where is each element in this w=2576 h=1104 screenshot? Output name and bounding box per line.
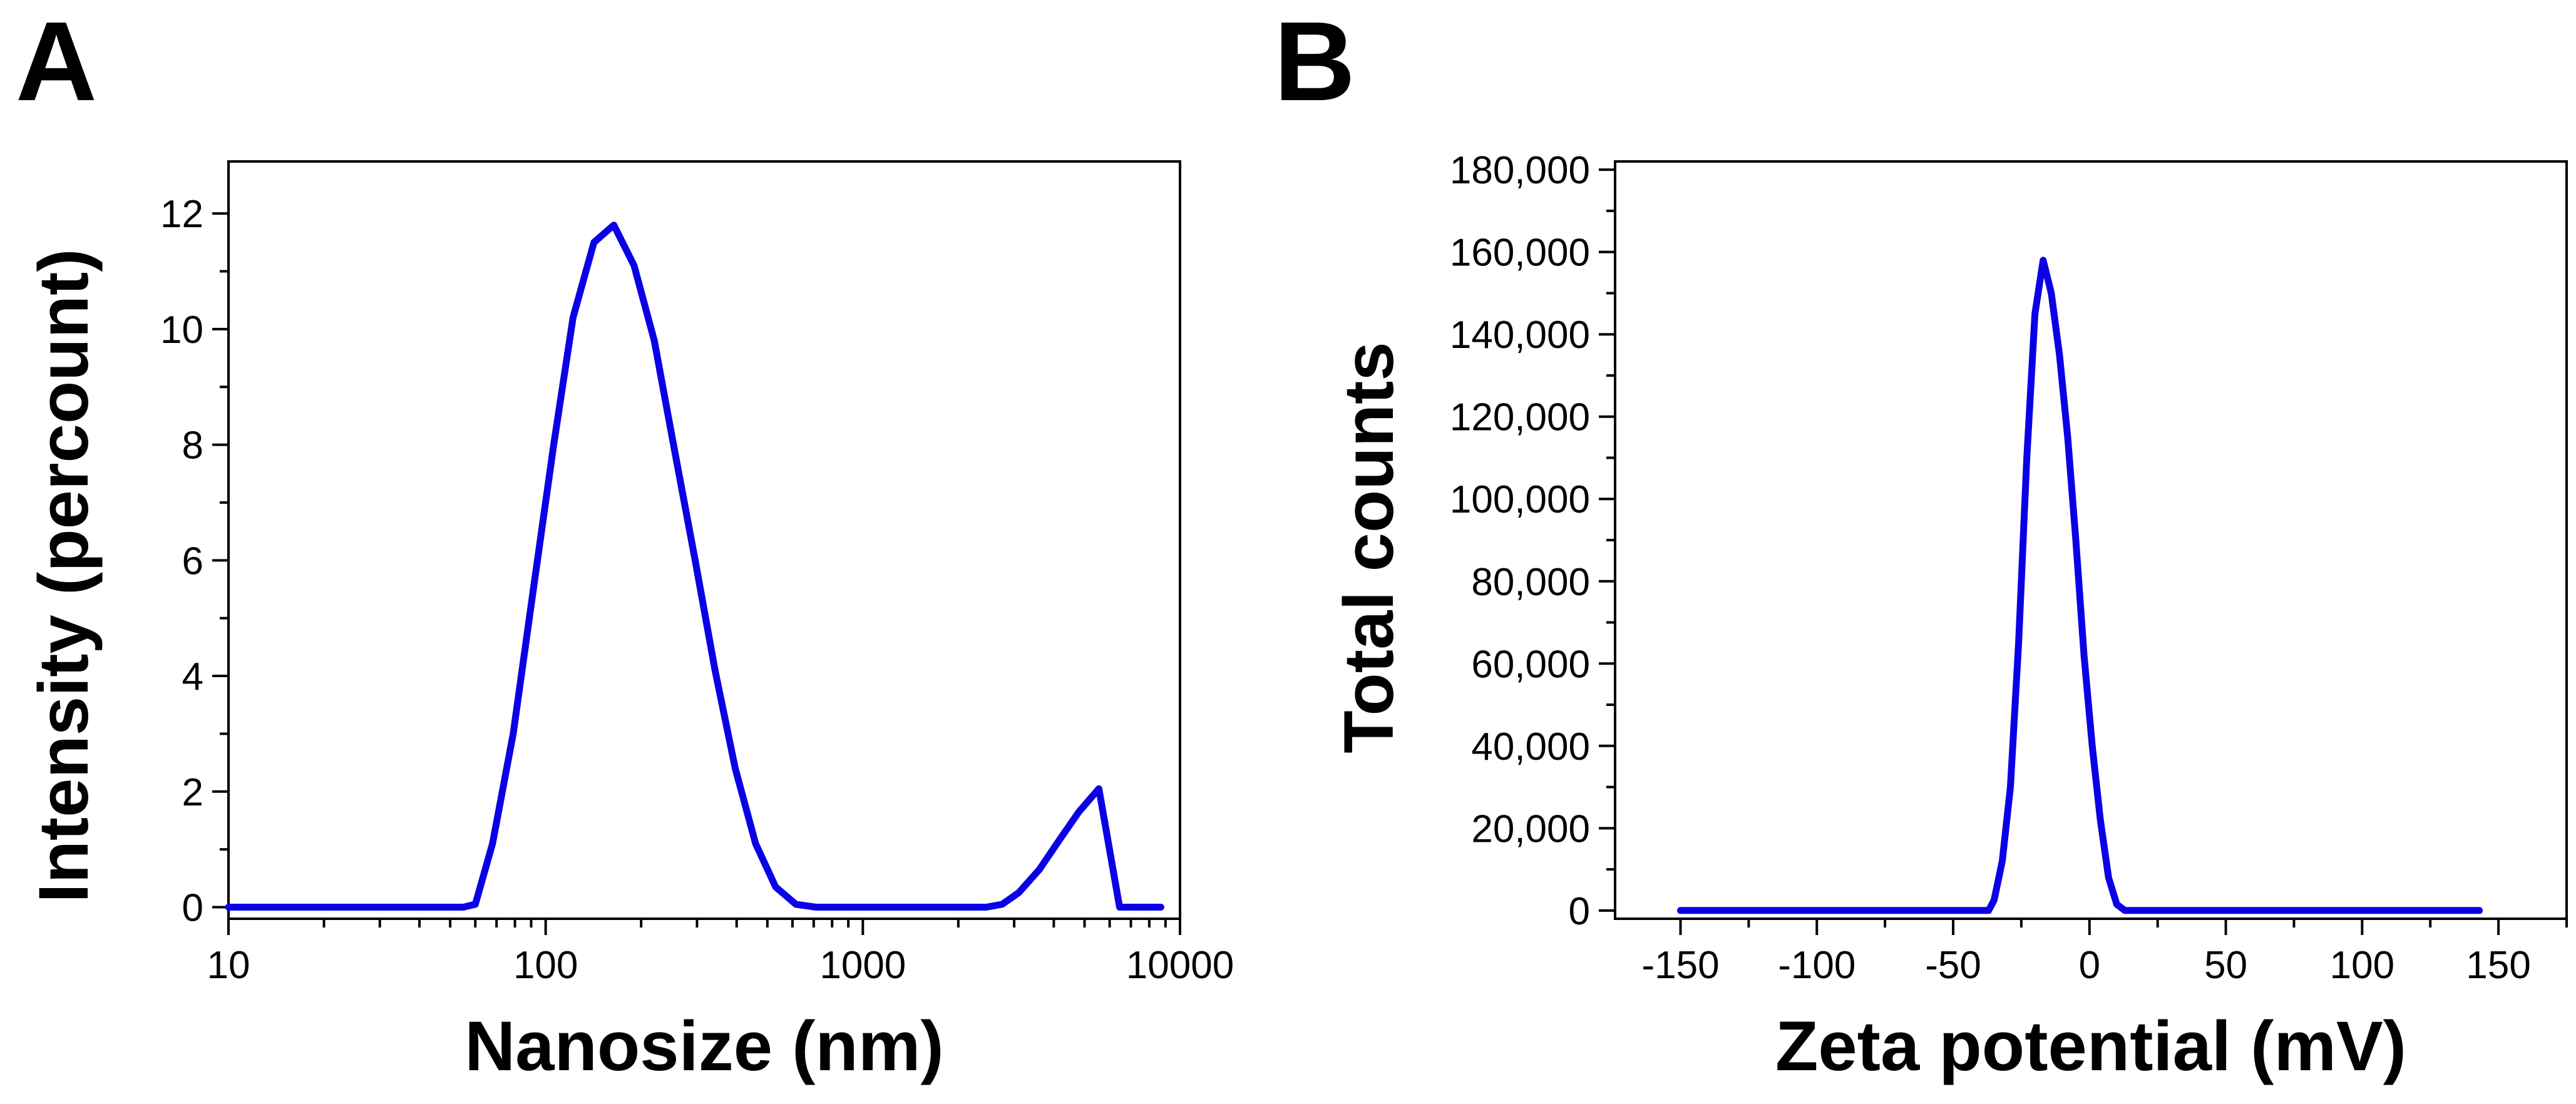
y-tick-label-a: 6	[182, 539, 203, 583]
ticks-b	[1599, 168, 2568, 935]
tick-labels-a: 10 100 1000 10000 0 2 4 6 8 10 12	[160, 193, 1234, 987]
y-tick-label-b: 60,000	[1471, 643, 1590, 686]
y-tick-label-a: 10	[160, 309, 203, 352]
y-tick-label-a: 0	[182, 887, 203, 930]
x-tick-label-b: 0	[2079, 944, 2100, 987]
x-tick-label-b: -150	[1641, 944, 1719, 987]
x-axis-title-a: Nanosize (nm)	[464, 1007, 943, 1085]
y-tick-label-b: 140,000	[1450, 314, 1590, 357]
x-axis-title-b: Zeta potential (mV)	[1775, 1007, 2406, 1085]
x-tick-label-b: -100	[1778, 944, 1855, 987]
y-tick-label-b: 0	[1569, 890, 1590, 933]
panel-label-a: A	[16, 0, 97, 125]
y-tick-label-b: 20,000	[1471, 807, 1590, 851]
panel-b: B -150 -100 -50 0 50 100 150 0 20,000 40,000 60,00…	[1274, 0, 2568, 1085]
plot-frame-a	[227, 160, 1181, 920]
tick-labels-b: -150 -100 -50 0 50 100 150 0 20,000 40,000 60,000 8…	[1450, 149, 2531, 987]
x-tick-label-b: 150	[2466, 944, 2530, 987]
series-line-intensity	[225, 222, 1164, 911]
x-tick-label-a: 10000	[1126, 944, 1234, 987]
y-axis-title-b: Total counts	[1330, 342, 1408, 753]
x-tick-label-a: 1000	[819, 944, 906, 987]
x-tick-label-a: 10	[207, 944, 250, 987]
series-line-total-counts	[1677, 257, 2483, 914]
y-tick-label-b: 100,000	[1450, 478, 1590, 521]
plot-frame-b	[1614, 160, 2568, 920]
y-tick-label-a: 2	[182, 771, 203, 814]
x-tick-label-a: 100	[513, 944, 578, 987]
x-tick-label-b: -50	[1925, 944, 1981, 987]
y-tick-label-b: 40,000	[1471, 725, 1590, 769]
x-tick-label-b: 100	[2330, 944, 2394, 987]
y-tick-label-b: 80,000	[1471, 561, 1590, 604]
panel-label-b: B	[1274, 0, 1355, 125]
y-axis-title-a: Intensity (percount)	[24, 248, 103, 902]
y-tick-label-b: 160,000	[1450, 232, 1590, 275]
y-tick-label-b: 120,000	[1450, 396, 1590, 439]
y-tick-label-a: 12	[160, 193, 203, 236]
y-tick-label-a: 4	[182, 655, 203, 698]
x-tick-label-b: 50	[2204, 944, 2247, 987]
y-tick-label-b: 180,000	[1450, 149, 1590, 192]
y-tick-label-a: 8	[182, 424, 203, 468]
